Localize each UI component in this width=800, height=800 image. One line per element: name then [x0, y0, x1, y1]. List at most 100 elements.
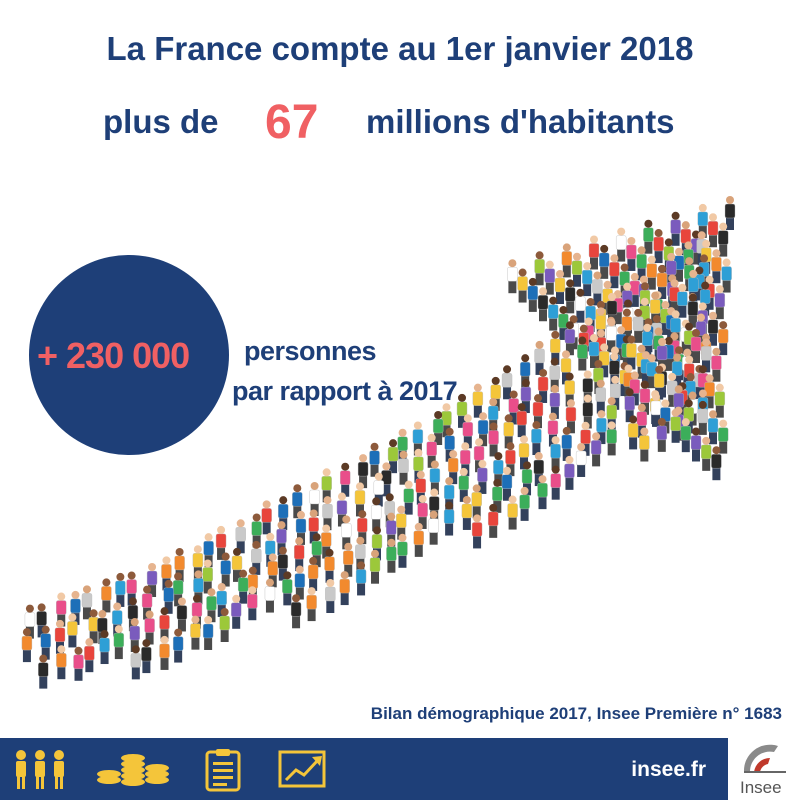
headline-line1: La France compte au 1er janvier 2018 — [106, 30, 694, 67]
person-figure — [517, 268, 528, 303]
person-figure — [687, 293, 699, 328]
person-figure — [714, 383, 725, 418]
person-figure — [596, 410, 607, 445]
people-icon — [16, 750, 64, 789]
increase-label-line2: par rapport à 2017 — [232, 376, 458, 406]
person-figure — [599, 244, 610, 279]
person-figure — [56, 645, 67, 680]
person-figure — [575, 288, 586, 323]
person-figure — [564, 455, 575, 490]
person-figure — [609, 254, 620, 289]
person-figure — [707, 410, 719, 445]
person-figure — [503, 414, 514, 449]
person-figure — [488, 422, 499, 457]
population-number: 67 — [265, 96, 319, 149]
person-figure — [251, 513, 262, 548]
person-figure — [554, 270, 566, 304]
person-figure — [215, 525, 227, 560]
person-figure — [616, 227, 627, 262]
person-figure — [561, 426, 572, 461]
coins-icon — [97, 754, 169, 786]
person-figure — [294, 537, 305, 572]
website-link[interactable]: insee.fr — [631, 758, 706, 781]
person-figure — [580, 421, 591, 456]
person-figure — [443, 501, 455, 536]
person-figure — [714, 285, 725, 320]
person-figure — [670, 211, 681, 246]
person-figure — [534, 251, 545, 286]
person-figure — [432, 411, 444, 446]
person-figure — [680, 418, 691, 453]
person-figure — [115, 572, 126, 607]
person-figure — [341, 515, 352, 550]
person-figure — [73, 646, 84, 681]
person-figure — [172, 572, 184, 607]
person-figure — [202, 615, 214, 650]
person-figure — [701, 436, 712, 471]
person-figure — [544, 260, 555, 295]
person-figure — [247, 586, 258, 621]
person-figure — [488, 503, 499, 538]
person-figure — [550, 436, 561, 471]
person-figure — [101, 578, 112, 613]
increase-value: + 230 000 — [37, 335, 190, 376]
footer-bar: insee.fr — [0, 738, 728, 800]
person-figure — [369, 442, 380, 477]
person-figure — [697, 400, 708, 435]
person-figure — [549, 357, 560, 392]
person-figure — [519, 486, 530, 521]
person-figure — [642, 323, 653, 358]
person-figure — [456, 393, 468, 428]
person-figure — [670, 408, 681, 443]
person-figure — [357, 510, 368, 545]
person-figure — [397, 533, 408, 568]
person-figure — [307, 556, 319, 591]
person-figure — [324, 548, 335, 583]
person-figure — [595, 379, 606, 414]
person-figure — [558, 305, 569, 340]
person-figure — [537, 368, 549, 403]
person-figure — [629, 272, 640, 307]
person-figure — [396, 505, 407, 540]
person-figure — [339, 571, 350, 606]
person-figure — [626, 335, 637, 370]
person-figure — [325, 578, 336, 613]
increase-circle — [29, 255, 229, 455]
person-figure — [220, 552, 231, 587]
person-figure — [520, 379, 532, 414]
person-figure — [656, 265, 668, 299]
person-figure — [472, 383, 484, 418]
source-citation: Bilan démographique 2017, Insee Première… — [370, 704, 782, 723]
person-figure — [701, 338, 712, 373]
person-figure — [477, 412, 489, 447]
person-figure — [588, 235, 600, 270]
person-figure — [711, 446, 722, 481]
person-figure — [261, 500, 272, 535]
person-figure — [537, 287, 549, 322]
person-figure — [592, 271, 603, 306]
person-figure — [172, 628, 184, 663]
person-figure — [588, 334, 600, 368]
person-figure — [677, 283, 688, 318]
person-figure — [667, 372, 678, 407]
person-figure — [507, 259, 518, 294]
person-figure — [144, 610, 155, 645]
person-figure — [650, 392, 662, 427]
person-figure — [582, 394, 593, 429]
person-figure — [718, 321, 729, 356]
person-figure — [718, 222, 729, 257]
headline-suffix: millions d'habitants — [366, 103, 675, 140]
person-figure — [711, 347, 722, 382]
person-figure — [646, 354, 657, 389]
person-figure — [387, 439, 399, 474]
person-figure — [36, 603, 47, 638]
person-figure — [724, 196, 736, 230]
person-figure — [471, 514, 483, 549]
person-figure — [429, 460, 441, 495]
person-figure — [371, 497, 382, 532]
person-figure — [386, 538, 397, 573]
person-figure — [357, 454, 369, 489]
insee-logo: Insee — [730, 738, 800, 800]
person-figure — [462, 414, 474, 449]
person-figure — [354, 482, 366, 517]
